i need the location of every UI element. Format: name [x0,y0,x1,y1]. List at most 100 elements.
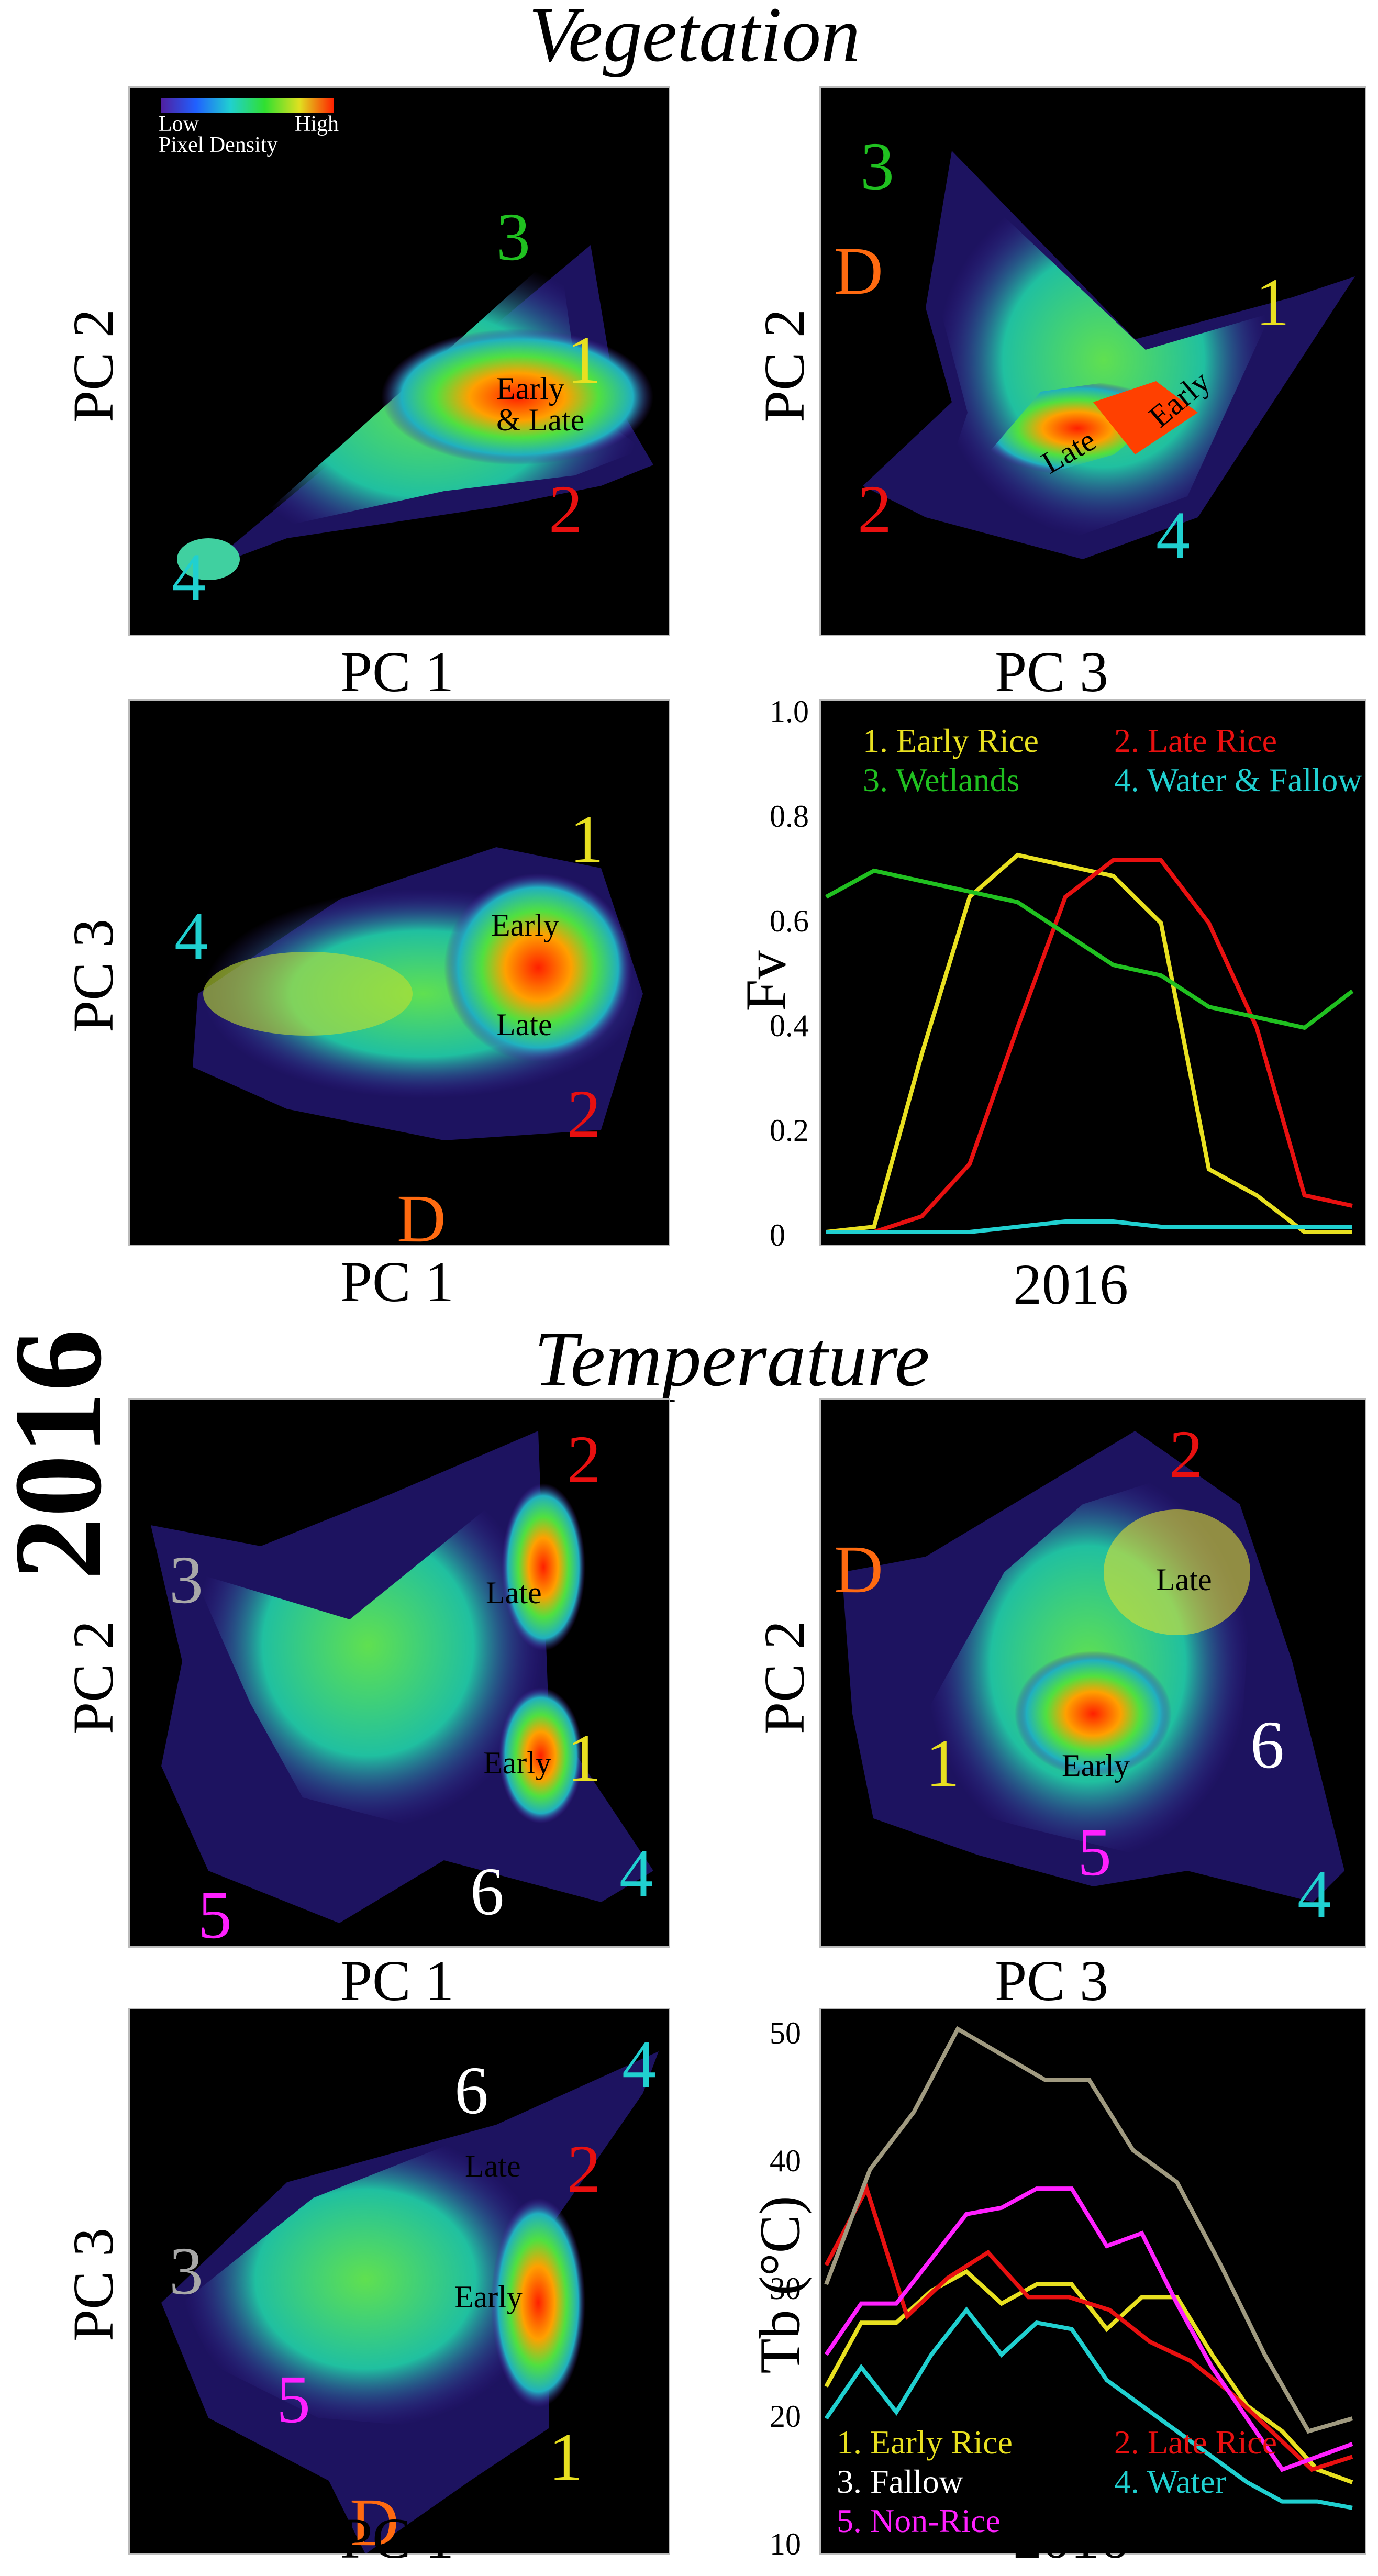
temp2-label-2: 2 [1169,1417,1203,1492]
veg3-sub-early: Early [491,908,559,942]
tb-svg-series-1 [824,2183,1353,2472]
veg1-label-3: 3 [496,199,530,275]
fv-svg-series-0 [826,852,1352,1234]
colorbar-caption: Pixel Density [159,133,278,157]
temp2-ylabel: PC 2 [752,1620,817,1735]
temp2-xlabel: PC 3 [995,1949,1109,2013]
temp3-ylabel: PC 3 [61,2227,126,2342]
veg3-label-d: D [397,1181,446,1246]
tb-svg-ytick-3: 40 [770,2144,801,2179]
veg3-label-2: 2 [567,1076,601,1152]
veg3-sub-late: Late [496,1007,552,1042]
veg1-label-4: 4 [172,540,206,615]
tb-svg-series-0 [824,2269,1353,2484]
colorbar-high: High [295,112,339,136]
tb-svg-series-2 [824,2026,1353,2434]
veg2-label-4: 4 [1156,498,1190,573]
temp1-sub-early: Early [483,1746,551,1780]
veg1-sub-early: Early [496,371,564,406]
fv-ylabel: Fv [734,950,798,1012]
temp1-label-5: 5 [198,1878,232,1948]
veg2-label-2: 2 [858,472,892,547]
temp3-label-4: 4 [622,2027,656,2102]
fv-svg-ytick-0: 0 [770,1218,785,1252]
fv-svg-ytick-1: 0.2 [770,1113,809,1148]
veg-scatter-pc1-pc2: Low High Pixel Density 3 1 2 4 Early & L… [128,86,670,636]
fv-legend-wetlands: 3. Wetlands [863,761,1020,798]
temp1-label-4: 4 [619,1836,653,1911]
veg2-ylabel: PC 2 [752,308,817,423]
tb-line-chart: 1. Early Rice 2. Late Rice 3. Fallow 4. … [819,2008,1366,2555]
veg2-label-d: D [834,234,883,309]
temp1-ylabel: PC 2 [61,1620,126,1735]
temp2-label-1: 1 [926,1726,960,1801]
temp-scatter-pc1-pc3: 4 6 2 3 5 1 D Late Early [128,2008,670,2555]
tb-xlabel: 2016 [1013,2506,1128,2570]
veg1-ylabel: PC 2 [61,308,126,423]
temp2-label-6: 6 [1250,1707,1284,1783]
temp3-label-1: 1 [549,2419,583,2495]
tb-svg-ytick-1: 20 [770,2399,801,2434]
tb-svg-ytick-4: 50 [770,2016,801,2051]
temp3-sub-late: Late [465,2149,521,2183]
veg-scatter-pc1-pc3: 1 4 2 D Early Late [128,699,670,1246]
veg1-sub-late: & Late [496,403,585,437]
fv-xlabel: 2016 [1013,1252,1128,1316]
veg1-label-1: 1 [567,323,601,398]
temp2-label-d: D [834,1532,883,1607]
temp2-label-4: 4 [1297,1857,1331,1932]
fv-svg-series-2 [825,868,1354,1030]
temp1-sub-late: Late [486,1575,542,1610]
veg3-xlabel: PC 1 [340,1250,454,1314]
tb-svg-series-4 [824,2186,1353,2472]
fv-line-chart: 1. Early Rice 2. Late Rice 3. Wetlands 4… [819,699,1366,1246]
fv-legend-late: 2. Late Rice [1114,722,1277,759]
tb-legend-late: 2. Late Rice [1114,2424,1277,2461]
veg3-ylabel: PC 3 [61,918,126,1033]
tb-legend-fallow: 3. Fallow [837,2463,963,2500]
temp3-label-2: 2 [567,2131,601,2207]
fv-svg-series-3 [826,1219,1352,1234]
fv-svg-series-1 [826,858,1353,1234]
tb-legend-nonrice: 5. Non-Rice [837,2502,1001,2539]
temp1-label-6: 6 [470,1854,504,1929]
temp2-sub-early: Early [1062,1748,1130,1783]
temperature-title: Temperature [534,1316,930,1403]
temp3-label-6: 6 [454,2053,488,2128]
tb-svg-series-3 [824,2306,1353,2510]
temp2-sub-late: Late [1156,1562,1212,1597]
fv-legend-water: 4. Water & Fallow [1114,761,1362,798]
veg3-label-4: 4 [174,898,208,974]
fv-legend-early: 1. Early Rice [863,722,1039,759]
temp1-label-2: 2 [567,1422,601,1497]
temp-scatter-pc3-pc2: 2 D 1 6 5 4 Late Early [819,1398,1366,1948]
veg3-label-1: 1 [570,802,604,877]
veg1-label-2: 2 [549,472,583,547]
veg1-xlabel: PC 1 [340,640,454,704]
fv-svg-ytick-3: 0.6 [770,904,809,938]
temp1-label-1: 1 [567,1720,601,1796]
temp1-xlabel: PC 1 [340,1949,454,2013]
temp2-label-5: 5 [1077,1815,1112,1890]
tb-svg-ytick-2: 30 [770,2271,801,2306]
tb-legend-early: 1. Early Rice [837,2424,1013,2461]
fv-svg-ytick-2: 0.4 [770,1008,809,1043]
veg-scatter-pc3-pc2: 3 D 1 2 4 Late Early [819,86,1366,636]
temp-scatter-pc1-pc2: 2 3 1 4 5 6 Late Early [128,1398,670,1948]
tb-svg-ytick-0: 10 [770,2527,801,2561]
temp3-sub-early: Early [454,2280,523,2314]
veg2-xlabel: PC 3 [995,640,1109,704]
veg2-label-1: 1 [1255,265,1290,340]
colorbar [161,98,334,113]
vegetation-title: Vegetation [529,0,861,78]
temp3-label-3: 3 [169,2234,203,2309]
tb-legend-water: 4. Water [1114,2463,1227,2500]
temp1-label-3: 3 [169,1542,203,1618]
temp3-label-d: D [350,2485,399,2555]
veg2-label-3: 3 [860,129,894,204]
fv-svg-ytick-4: 0.8 [770,799,809,834]
temp3-label-5: 5 [276,2362,310,2437]
fv-svg-ytick-5: 1.0 [770,694,809,729]
temp3-xlabel: PC 1 [340,2506,454,2570]
colorbar-low: Low [159,112,199,136]
